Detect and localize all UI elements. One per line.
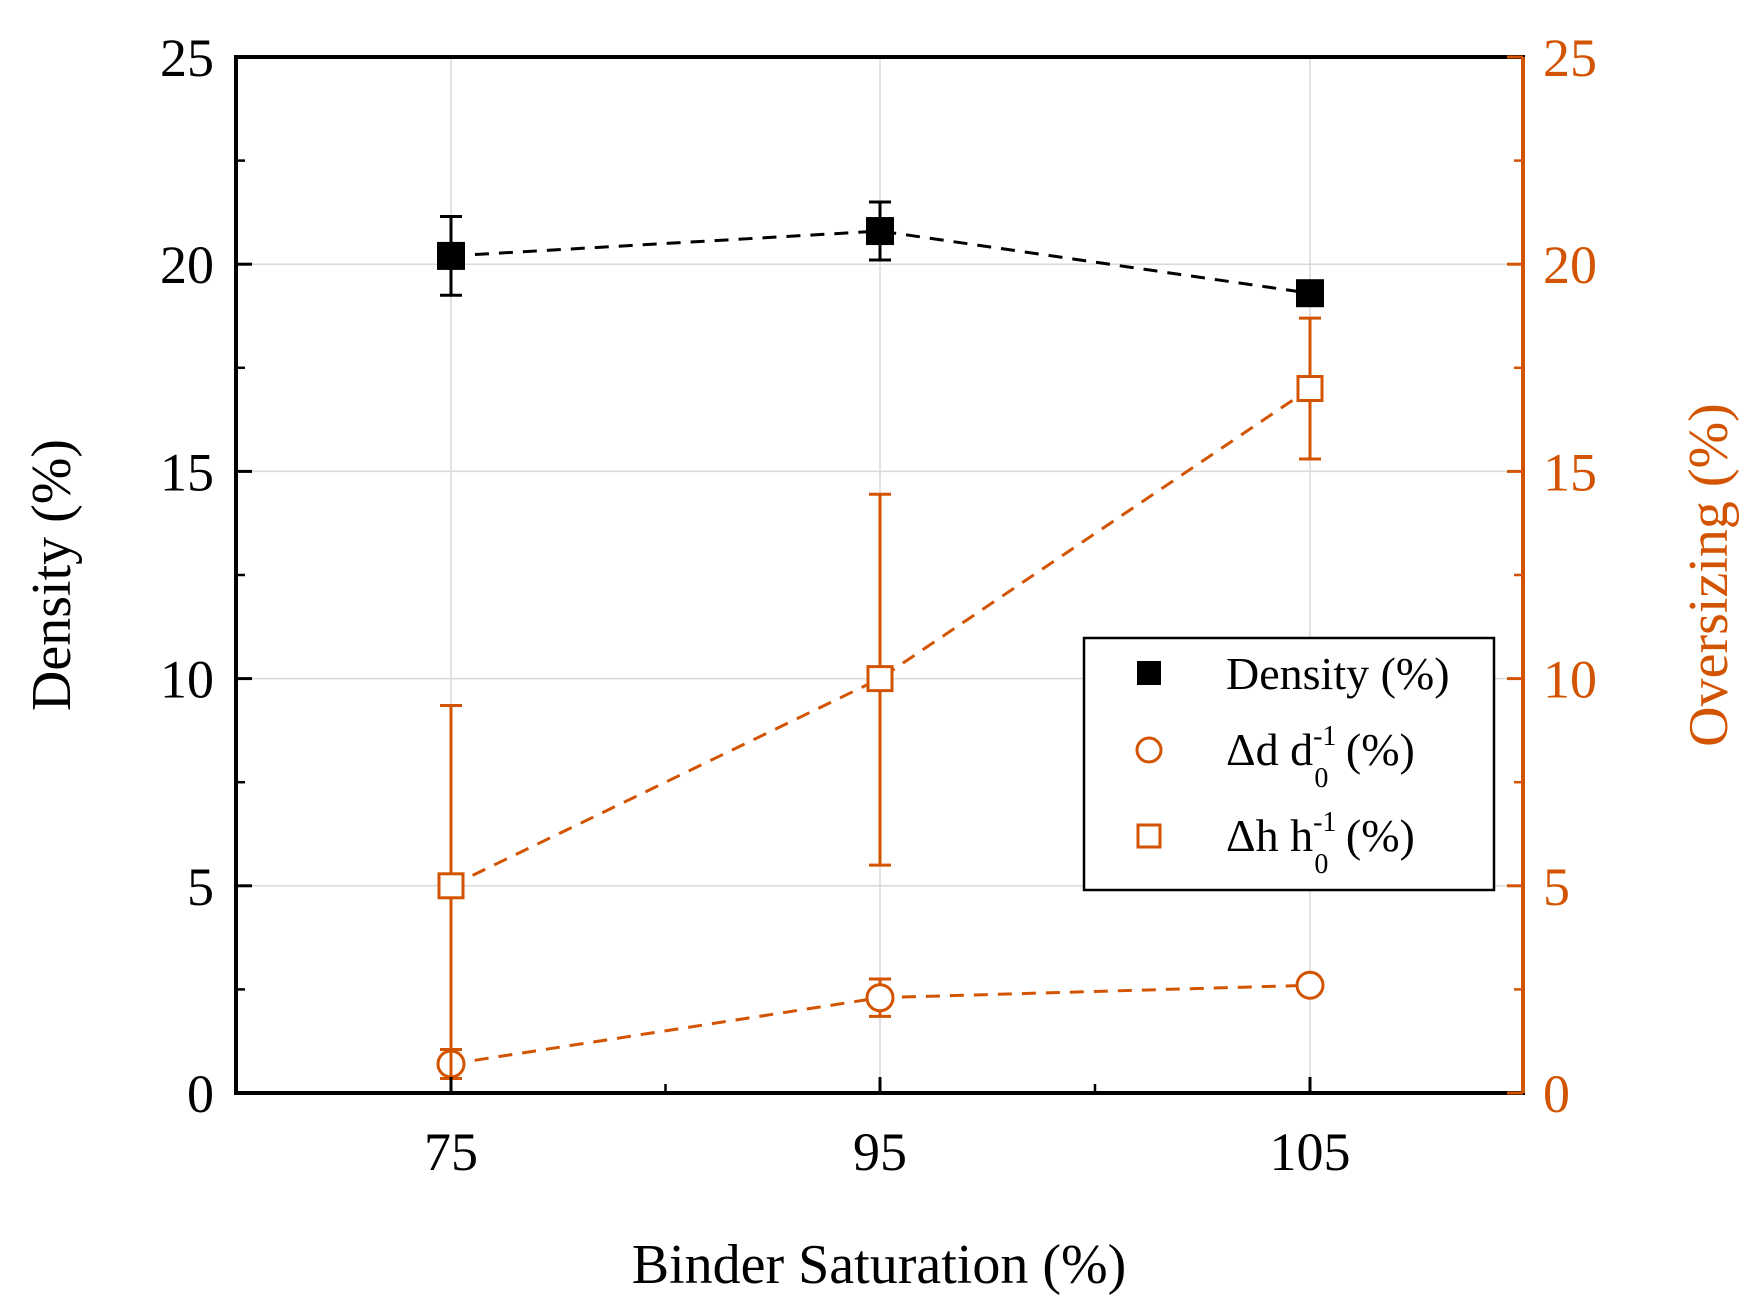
y-tick-label-left: 25 (160, 28, 214, 88)
series-2 (437, 316, 1324, 1095)
y-tick-label-right: 10 (1543, 650, 1597, 710)
series-line (450, 387, 1311, 888)
y-tick-label-right: 25 (1543, 28, 1597, 88)
y-tick-label-left: 10 (160, 650, 214, 710)
data-point-square-open (1296, 375, 1324, 403)
legend-density-marker (1137, 661, 1161, 685)
left-axis-title: Density (%) (21, 439, 83, 711)
legend-dh-sup: -1 (1313, 807, 1336, 838)
series-0 (437, 200, 1324, 308)
x-tick-label: 95 (853, 1122, 907, 1182)
data-point-circle (1295, 970, 1325, 1000)
data-point-square-filled (1296, 279, 1324, 308)
legend-dd-sub: 0 (1314, 763, 1328, 794)
legend-dh-main: Δh h (1226, 810, 1313, 861)
legend-dh-marker (1136, 823, 1162, 849)
y-tick-label-right: 15 (1543, 442, 1597, 502)
series-layer (436, 200, 1325, 1095)
legend-dh-tail: (%) (1334, 810, 1414, 861)
y-tick-label-right: 0 (1543, 1064, 1570, 1124)
y-tick-label-left: 15 (160, 442, 214, 502)
y-tick-label-right: 5 (1543, 857, 1570, 917)
y-tick-label-left: 20 (160, 235, 214, 295)
right-axis-title: Oversizing (%) (1678, 403, 1740, 747)
data-point-square-open (437, 872, 465, 900)
legend-dd-sup: -1 (1313, 721, 1336, 752)
legend: Density (%) Δd d-1 0 (%) Δh h-1 0 (%) (1082, 636, 1496, 892)
legend-dd-marker (1135, 736, 1163, 764)
legend-dh-label: Δh h-1 0 (%) (1226, 807, 1415, 880)
ticks-layer (236, 55, 1523, 1095)
data-point-square-open (866, 665, 894, 693)
legend-dh-sub: 0 (1314, 849, 1328, 880)
y-tick-label-left: 0 (187, 1064, 214, 1124)
data-point-square-filled (437, 241, 465, 270)
legend-dd-main: Δd d (1226, 724, 1313, 775)
x-tick-label: 105 (1270, 1122, 1351, 1182)
legend-dd-label: Δd d-1 0 (%) (1226, 721, 1415, 794)
labels-layer: 0 0 5 5 10 10 15 15 20 20 25 25 75 95 105 (160, 28, 1597, 1182)
x-tick-label: 75 (424, 1122, 478, 1182)
data-point-circle (865, 983, 895, 1013)
data-point-square-filled (866, 217, 894, 246)
y-tick-label-left: 5 (187, 857, 214, 917)
y-tick-label-right: 20 (1543, 235, 1597, 295)
x-axis-title: Binder Saturation (%) (632, 1234, 1127, 1296)
legend-density-label: Density (%) (1226, 648, 1450, 699)
legend-dd-tail: (%) (1334, 724, 1414, 775)
